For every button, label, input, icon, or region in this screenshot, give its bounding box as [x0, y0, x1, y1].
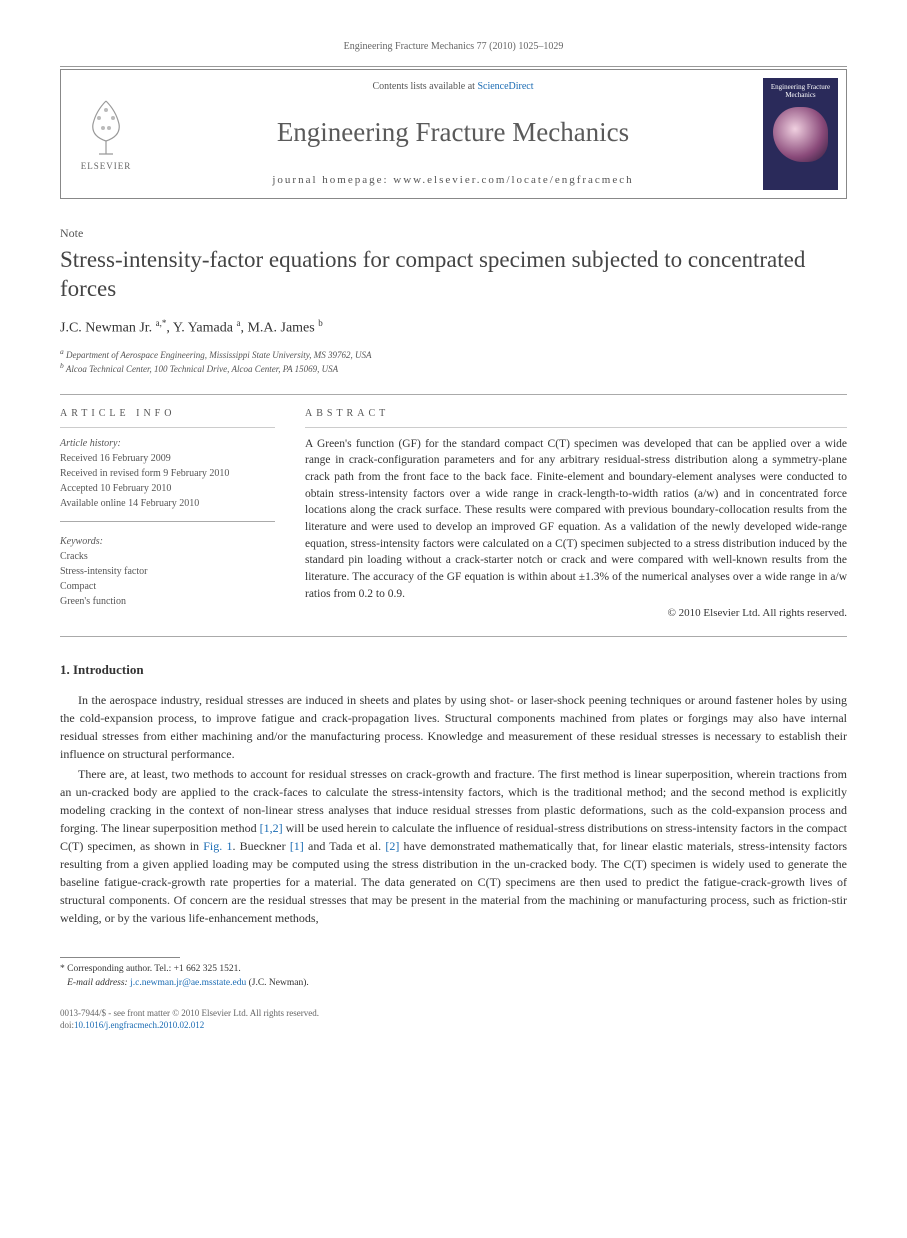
affiliation-b: b Alcoa Technical Center, 100 Technical … — [60, 361, 847, 376]
section-number: 1. — [60, 662, 70, 677]
affil-a-text: Department of Aerospace Engineering, Mis… — [66, 350, 371, 360]
keyword-1: Stress-intensity factor — [60, 566, 147, 577]
article-info-column: ARTICLE INFO Article history: Received 1… — [60, 395, 275, 622]
info-divider — [60, 521, 275, 522]
info-abstract-row: ARTICLE INFO Article history: Received 1… — [60, 395, 847, 622]
abstract-column: ABSTRACT A Green's function (GF) for the… — [305, 395, 847, 622]
intro-paragraph-2: There are, at least, two methods to acco… — [60, 765, 847, 927]
ref-1-2-link[interactable]: [1,2] — [260, 821, 283, 835]
ref-2-link[interactable]: [2] — [385, 839, 399, 853]
article-history: Article history: Received 16 February 20… — [60, 436, 275, 511]
fig-1-link[interactable]: Fig. 1 — [203, 839, 232, 853]
section-1-heading: 1. Introduction — [60, 661, 847, 679]
history-label: Article history: — [60, 438, 121, 449]
abstract-heading: ABSTRACT — [305, 407, 847, 428]
contents-prefix: Contents lists available at — [372, 81, 477, 92]
article-title: Stress-intensity-factor equations for co… — [60, 246, 847, 304]
affiliation-a: a Department of Aerospace Engineering, M… — [60, 347, 847, 362]
corr-label: * Corresponding author. Tel.: +1 662 325… — [60, 964, 241, 974]
publisher-name: ELSEVIER — [81, 160, 132, 173]
running-header: Engineering Fracture Mechanics 77 (2010)… — [60, 40, 847, 54]
body-rule — [60, 636, 847, 637]
article-type-label: Note — [60, 225, 847, 242]
journal-center: Contents lists available at ScienceDirec… — [151, 70, 755, 198]
cover-title: Engineering Fracture Mechanics — [763, 84, 838, 99]
contents-available: Contents lists available at ScienceDirec… — [151, 80, 755, 94]
abstract-text: A Green's function (GF) for the standard… — [305, 436, 847, 603]
issn-line: 0013-7944/$ - see front matter © 2010 El… — [60, 1008, 319, 1018]
homepage-url: www.elsevier.com/locate/engfracmech — [393, 174, 633, 186]
page-footer: 0013-7944/$ - see front matter © 2010 El… — [60, 1007, 847, 1032]
doi-label: doi: — [60, 1020, 74, 1030]
keywords-label: Keywords: — [60, 536, 103, 547]
keyword-3: Green's function — [60, 596, 126, 607]
journal-homepage: journal homepage: www.elsevier.com/locat… — [151, 173, 755, 188]
footnote-rule — [60, 957, 180, 958]
homepage-prefix: journal homepage: — [272, 174, 393, 186]
intro-paragraph-1: In the aerospace industry, residual stre… — [60, 691, 847, 763]
doi-link[interactable]: 10.1016/j.engfracmech.2010.02.012 — [74, 1020, 204, 1030]
sciencedirect-link[interactable]: ScienceDirect — [477, 81, 533, 92]
top-rule — [60, 66, 847, 67]
history-accepted: Accepted 10 February 2010 — [60, 483, 171, 494]
history-revised: Received in revised form 9 February 2010 — [60, 468, 229, 479]
history-received: Received 16 February 2009 — [60, 453, 171, 464]
ref-1-link[interactable]: [1] — [290, 839, 304, 853]
affil-b-text: Alcoa Technical Center, 100 Technical Dr… — [66, 364, 338, 374]
email-who: (J.C. Newman). — [246, 978, 309, 988]
journal-header-block: ELSEVIER Contents lists available at Sci… — [60, 69, 847, 199]
section-title: Introduction — [73, 662, 144, 677]
keyword-2: Compact — [60, 581, 96, 592]
p2-text-c: . Bueckner — [232, 839, 289, 853]
publisher-logo: ELSEVIER — [61, 70, 151, 198]
cover-art-icon — [773, 107, 828, 162]
history-online: Available online 14 February 2010 — [60, 498, 199, 509]
authors-line: J.C. Newman Jr. a,*, Y. Yamada a, M.A. J… — [60, 317, 847, 338]
p2-text-d: and Tada et al. — [304, 839, 386, 853]
article-info-heading: ARTICLE INFO — [60, 407, 275, 428]
keywords-block: Keywords: Cracks Stress-intensity factor… — [60, 534, 275, 609]
abstract-copyright: © 2010 Elsevier Ltd. All rights reserved… — [305, 606, 847, 621]
journal-name: Engineering Fracture Mechanics — [151, 114, 755, 152]
journal-cover-thumbnail: Engineering Fracture Mechanics — [763, 78, 838, 190]
keyword-0: Cracks — [60, 551, 88, 562]
corresponding-author-note: * Corresponding author. Tel.: +1 662 325… — [60, 962, 847, 991]
author-email-link[interactable]: j.c.newman.jr@ae.msstate.edu — [130, 978, 246, 988]
email-label: E-mail address: — [67, 978, 130, 988]
elsevier-tree-icon — [81, 96, 131, 156]
